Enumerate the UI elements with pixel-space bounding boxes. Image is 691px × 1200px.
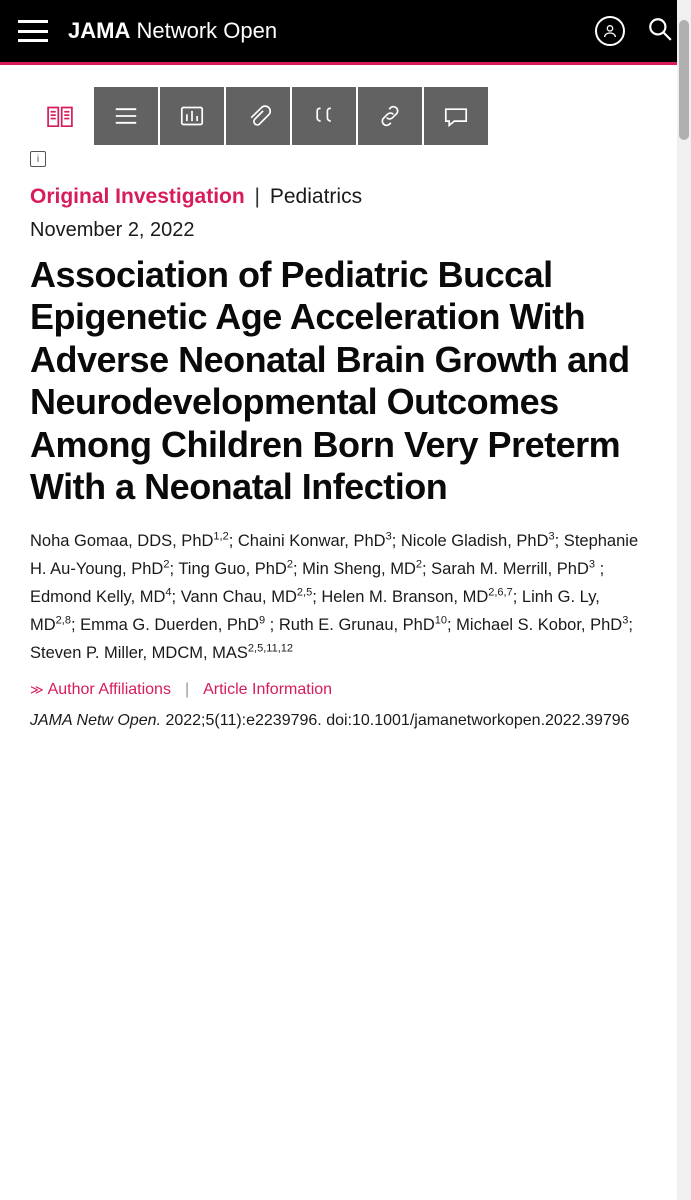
- scrollbar-thumb[interactable]: [679, 20, 689, 140]
- chevron-right-icon: ≫: [30, 682, 44, 697]
- attachments-icon[interactable]: [226, 87, 290, 145]
- figures-icon[interactable]: [160, 87, 224, 145]
- publication-date: November 2, 2022: [30, 219, 640, 242]
- category-separator: |: [255, 185, 260, 208]
- citation-details: 2022;5(11):e2239796. doi:10.1001/ja­mane…: [161, 712, 630, 729]
- comments-icon[interactable]: [424, 87, 488, 145]
- article-type-link[interactable]: Original Investigation: [30, 185, 245, 208]
- brand-bold: JAMA: [68, 18, 130, 43]
- article-title: Association of Pediatric Buccal Epigenet…: [30, 254, 640, 509]
- author-affiliations-link[interactable]: ≫Author Affiliations: [30, 681, 171, 699]
- meta-divider: |: [185, 681, 189, 699]
- authors-list: Noha Gomaa, DDS, PhD1,2; Chaini Konwar, …: [30, 527, 640, 667]
- search-icon[interactable]: [647, 16, 673, 47]
- contents-icon[interactable]: [94, 87, 158, 145]
- menu-icon[interactable]: [18, 20, 48, 42]
- reader-view-icon[interactable]: [28, 87, 92, 145]
- app-header: JAMA Network Open: [0, 0, 691, 65]
- secondary-toolbar: i: [30, 151, 691, 167]
- citation: JAMA Netw Open. 2022;5(11):e2239796. doi…: [30, 709, 640, 733]
- references-icon[interactable]: [292, 87, 356, 145]
- brand-rest: Network Open: [130, 18, 277, 43]
- user-icon[interactable]: [595, 16, 625, 46]
- brand-title: JAMA Network Open: [68, 18, 595, 44]
- citation-journal: JAMA Netw Open.: [30, 712, 161, 729]
- article-information-link[interactable]: Article Information: [203, 681, 332, 699]
- meta-links: ≫Author Affiliations | Article Informati…: [30, 681, 640, 699]
- related-icon[interactable]: [358, 87, 422, 145]
- category-line: Original Investigation | Pediatrics: [30, 185, 640, 209]
- info-icon[interactable]: i: [30, 151, 46, 167]
- article-toolbar: [28, 87, 691, 145]
- article-content: Original Investigation | Pediatrics Nove…: [0, 167, 670, 733]
- category-section: Pediatrics: [270, 185, 362, 208]
- header-actions: [595, 16, 673, 47]
- scrollbar-track[interactable]: [677, 0, 691, 1200]
